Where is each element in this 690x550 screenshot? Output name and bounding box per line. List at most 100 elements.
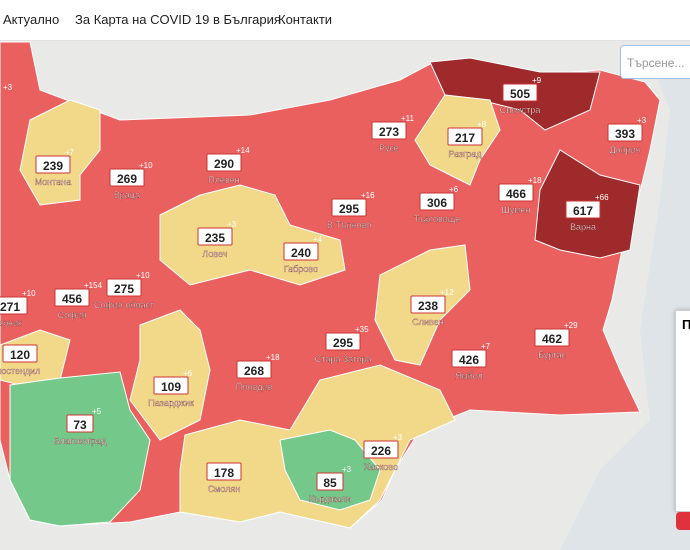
region-count: 456 [62,292,82,306]
count-box [331,198,367,217]
region-label: 120 юстендил [0,344,41,376]
region-label: 217 Разград +8 [447,120,487,159]
region-delta: +3 [342,465,352,474]
region-name: Ямбол [455,371,483,381]
count-box [498,183,534,202]
region-delta: +10 [136,271,150,280]
region-count: 462 [542,332,562,346]
action-button[interactable] [676,512,690,530]
region-label: 271 ерник +10 [0,289,36,328]
region-label: 240 Габрово +4 [283,235,323,274]
region-labels: +3 239 Монтана +7 269 Враца +10 290 Плевен +14 273… [0,76,647,504]
region-name: В.Търново [327,220,371,230]
region-name: Разград [448,149,482,159]
region-count: 505 [510,87,530,101]
region-label: 275 София област +10 [94,271,154,310]
region-label: 235 Ловеч +3 [197,220,237,259]
top-nav: Актуално За Карта на COVID 19 в България… [0,0,690,41]
nav-link[interactable]: Контакти [278,12,333,27]
nav-link[interactable]: Актуално [3,12,60,27]
area-yellow [19,99,101,206]
count-box [109,168,145,187]
region-delta: +11 [401,114,415,123]
region-label: 239 Монтана +7 [35,148,75,187]
region-count: 120 [10,348,30,362]
region-count: 295 [333,336,353,350]
region-count: 426 [459,353,479,367]
region-count: 393 [615,127,635,141]
region-name: Добрич [609,145,640,155]
region-count: 73 [73,418,87,432]
region-delta: +10 [139,161,153,170]
region-count: 306 [427,196,447,210]
region-label: 306 Търговище +6 [414,185,461,224]
region-name: Русе [379,143,399,153]
region-delta: +7 [65,148,75,157]
region-name: Кърджали [309,494,351,504]
count-box [607,123,643,142]
region-count: 268 [244,364,264,378]
region-label: 85 Кърджали +3 [309,465,352,504]
region-label: +3 [3,83,13,92]
count-box [534,328,570,347]
area-yellow [129,309,211,441]
region-name: Бургас [538,350,566,360]
region-count: 109 [161,380,181,394]
region-name: Ловеч [203,249,228,259]
region-name: Стара Загора [315,354,372,364]
region-label: 73 Благоевград +5 [54,407,108,446]
region-count: 295 [339,202,359,216]
region-delta: +66 [595,193,609,202]
count-box [451,349,487,368]
region-name: Хасково [364,462,398,472]
region-label: 456 София +154 [54,281,103,320]
map: +3 239 Монтана +7 269 Враца +10 290 Плевен +14 273… [0,41,690,550]
region-label: 273 Русе +11 [371,114,415,153]
nav-link[interactable]: За Карта на COVID 19 в България [75,12,281,27]
region-delta: +6 [449,185,459,194]
sea [560,60,690,550]
region-count: 617 [573,204,593,218]
region-delta: +18 [266,353,280,362]
region-delta: +3 [637,116,647,125]
count-box [371,121,407,140]
region-name: Сливен [412,317,443,327]
region-label: 393 Добрич +3 [607,116,647,155]
region-label: 109 Пазарджик +6 [148,369,194,408]
count-box [447,127,483,146]
region-label: 466 Шумен +18 [498,176,542,215]
count-box [419,192,455,211]
region-label: 238 Сливен +12 [410,288,454,327]
region-delta: +18 [528,176,542,185]
region-count: 273 [379,125,399,139]
region-delta: +7 [481,342,491,351]
region-delta: +154 [84,281,103,290]
region-name: Пазарджик [148,398,194,408]
region-delta: +35 [355,325,369,334]
region-count: 178 [214,466,234,480]
region-label: 269 Враца +10 [109,161,153,200]
count-box [197,227,233,246]
region-name: Монтана [35,177,72,187]
region-name: София област [94,300,154,310]
count-box [283,242,319,261]
count-box [363,440,399,459]
region-name: Търговище [414,214,460,224]
region-count: 275 [114,282,134,296]
region-delta: +3 [227,220,237,229]
region-delta: +14 [236,146,250,155]
region-delta: +6 [183,369,193,378]
count-box [565,200,601,219]
region-label: 268 Пловдив +18 [236,353,281,392]
region-name: юстендил [0,366,40,376]
region-count: 226 [371,444,391,458]
region-delta: +16 [361,191,375,200]
region-name: Смолян [208,484,241,494]
region-delta: +29 [564,321,578,330]
count-box [0,296,28,315]
search-input[interactable]: Търсене... [620,45,690,79]
region-name: Силистра [500,105,540,115]
region-delta: +5 [92,407,102,416]
count-box [35,155,71,174]
